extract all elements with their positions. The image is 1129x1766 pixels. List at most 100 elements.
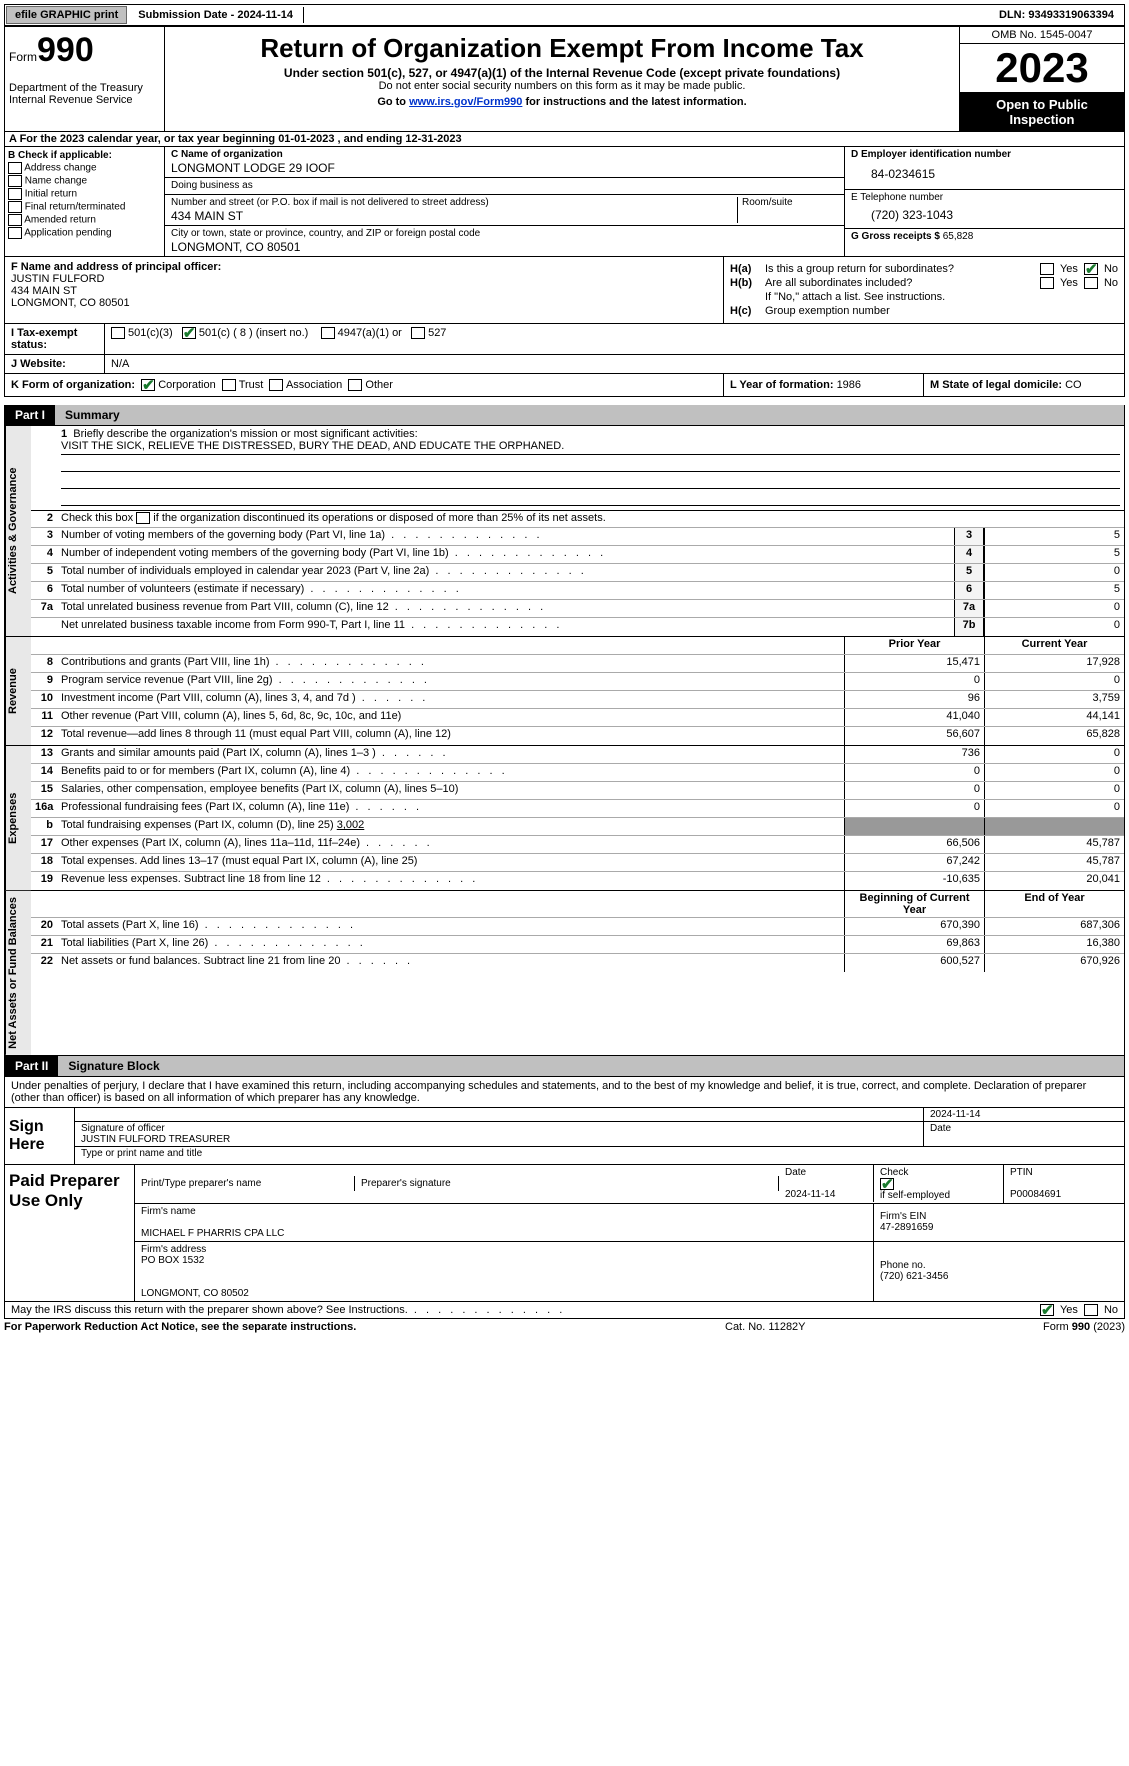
chk-trust[interactable] xyxy=(222,379,236,391)
chk-self-employed[interactable] xyxy=(880,1178,894,1190)
header-bcd-row: B Check if applicable: Address change Na… xyxy=(4,147,1125,257)
v-22p: 600,527 xyxy=(844,954,984,972)
row-klm: K Form of organization: Corporation Trus… xyxy=(4,374,1125,397)
v-7b: 0 xyxy=(984,618,1124,636)
row-a-tax-year: A For the 2023 calendar year, or tax yea… xyxy=(4,132,1125,147)
firm-addr: PO BOX 1532 xyxy=(141,1255,867,1266)
section-net-assets: Net Assets or Fund Balances Beginning of… xyxy=(4,891,1125,1056)
row-fh: F Name and address of principal officer:… xyxy=(4,257,1125,324)
goto-link-line: Go to www.irs.gov/Form990 for instructio… xyxy=(175,96,949,108)
v-8c: 17,928 xyxy=(984,655,1124,672)
part2-header: Part II Signature Block xyxy=(4,1056,1125,1077)
v-16b: 3,002 xyxy=(337,819,365,831)
chk-527[interactable] xyxy=(411,327,425,339)
chk-discontinued[interactable] xyxy=(136,512,150,524)
v-8p: 15,471 xyxy=(844,655,984,672)
line-1: 1 Briefly describe the organization's mi… xyxy=(31,426,1124,510)
irs-link[interactable]: www.irs.gov/Form990 xyxy=(409,96,522,108)
sign-here-label: Sign Here xyxy=(5,1108,75,1164)
col-b-checkboxes: B Check if applicable: Address change Na… xyxy=(5,147,165,256)
discuss-no[interactable] xyxy=(1084,1304,1098,1316)
page-footer: For Paperwork Reduction Act Notice, see … xyxy=(4,1319,1125,1335)
v-18p: 67,242 xyxy=(844,854,984,871)
v-17c: 45,787 xyxy=(984,836,1124,853)
v-10c: 3,759 xyxy=(984,691,1124,708)
vtab-revenue: Revenue xyxy=(5,637,31,745)
gross-receipts: 65,828 xyxy=(943,231,974,242)
v-9c: 0 xyxy=(984,673,1124,690)
efile-print-btn[interactable]: efile GRAPHIC print xyxy=(6,6,127,24)
chk-assoc[interactable] xyxy=(269,379,283,391)
topbar: efile GRAPHIC print Submission Date - 20… xyxy=(4,4,1125,26)
chk-other[interactable] xyxy=(348,379,362,391)
h-group-return: H(a) Is this a group return for subordin… xyxy=(724,257,1124,323)
chk-501c[interactable] xyxy=(182,327,196,339)
k-form-of-org: K Form of organization: Corporation Trus… xyxy=(5,374,724,396)
mission-text: VISIT THE SICK, RELIEVE THE DISTRESSED, … xyxy=(61,440,1120,455)
v-12p: 56,607 xyxy=(844,727,984,745)
org-city: LONGMONT, CO 80501 xyxy=(171,240,838,254)
v-13p: 736 xyxy=(844,746,984,763)
form-title: Return of Organization Exempt From Incom… xyxy=(175,33,949,64)
part1-header: Part I Summary xyxy=(4,405,1125,426)
paid-preparer-block: Paid Preparer Use Only Print/Type prepar… xyxy=(4,1165,1125,1302)
v-17p: 66,506 xyxy=(844,836,984,853)
col-c-org-info: C Name of organization LONGMONT LODGE 29… xyxy=(165,147,844,256)
year-block: OMB No. 1545-0047 2023 Open to Public In… xyxy=(959,27,1124,131)
f-principal-officer: F Name and address of principal officer:… xyxy=(5,257,724,323)
m-state-domicile: M State of legal domicile: CO xyxy=(924,374,1124,396)
dln: DLN: 93493319063394 xyxy=(989,7,1124,23)
subtitle-code: Under section 501(c), 527, or 4947(a)(1)… xyxy=(175,66,949,80)
col-d-contact: D Employer identification number 84-0234… xyxy=(844,147,1124,256)
v-11p: 41,040 xyxy=(844,709,984,726)
vtab-net: Net Assets or Fund Balances xyxy=(5,891,31,1055)
v-16ap: 0 xyxy=(844,800,984,817)
chk-app-pending[interactable] xyxy=(8,227,22,239)
hb-no[interactable] xyxy=(1084,277,1098,289)
prep-date: 2024-11-14 xyxy=(785,1189,867,1200)
v-20c: 687,306 xyxy=(984,918,1124,935)
l-year-formation: L Year of formation: 1986 xyxy=(724,374,924,396)
v-22c: 670,926 xyxy=(984,954,1124,972)
vtab-governance: Activities & Governance xyxy=(5,426,31,636)
row-j-website: J Website: N/A xyxy=(4,355,1125,374)
form-990-page: efile GRAPHIC print Submission Date - 20… xyxy=(0,0,1129,1339)
hb-yes[interactable] xyxy=(1040,277,1054,289)
chk-initial-return[interactable] xyxy=(8,188,22,200)
v-20p: 670,390 xyxy=(844,918,984,935)
chk-amended[interactable] xyxy=(8,214,22,226)
v-7a: 0 xyxy=(984,600,1124,617)
title-block: Return of Organization Exempt From Incom… xyxy=(165,27,959,131)
v-21p: 69,863 xyxy=(844,936,984,953)
sign-here-block: Sign Here 2024-11-14 Signature of office… xyxy=(4,1108,1125,1165)
chk-corp[interactable] xyxy=(141,379,155,391)
discuss-yes[interactable] xyxy=(1040,1304,1054,1316)
ha-no[interactable] xyxy=(1084,263,1098,275)
org-name: LONGMONT LODGE 29 IOOF xyxy=(171,161,838,175)
submission-date: Submission Date - 2024-11-14 xyxy=(128,7,304,23)
ein: 84-0234615 xyxy=(851,161,1118,187)
ptin: P00084691 xyxy=(1010,1189,1118,1200)
chk-name-change[interactable] xyxy=(8,175,22,187)
website: N/A xyxy=(105,355,135,373)
phone: (720) 323-1043 xyxy=(851,204,1118,226)
form-header: Form990 Department of the Treasury Inter… xyxy=(4,26,1125,132)
chk-4947[interactable] xyxy=(321,327,335,339)
v-13c: 0 xyxy=(984,746,1124,763)
chk-501c3[interactable] xyxy=(111,327,125,339)
section-governance: Activities & Governance 1 Briefly descri… xyxy=(4,426,1125,637)
v-16ac: 0 xyxy=(984,800,1124,817)
v-18c: 45,787 xyxy=(984,854,1124,871)
v-3: 5 xyxy=(984,528,1124,545)
chk-final-return[interactable] xyxy=(8,201,22,213)
omb-number: OMB No. 1545-0047 xyxy=(960,27,1124,44)
v-9p: 0 xyxy=(844,673,984,690)
firm-ein: 47-2891659 xyxy=(880,1222,1118,1233)
chk-address-change[interactable] xyxy=(8,162,22,174)
tax-year: 2023 xyxy=(960,44,1124,93)
v-19p: -10,635 xyxy=(844,872,984,890)
v-5: 0 xyxy=(984,564,1124,581)
ha-yes[interactable] xyxy=(1040,263,1054,275)
section-revenue: Revenue Prior YearCurrent Year 8Contribu… xyxy=(4,637,1125,746)
firm-phone: (720) 621-3456 xyxy=(880,1271,1118,1282)
